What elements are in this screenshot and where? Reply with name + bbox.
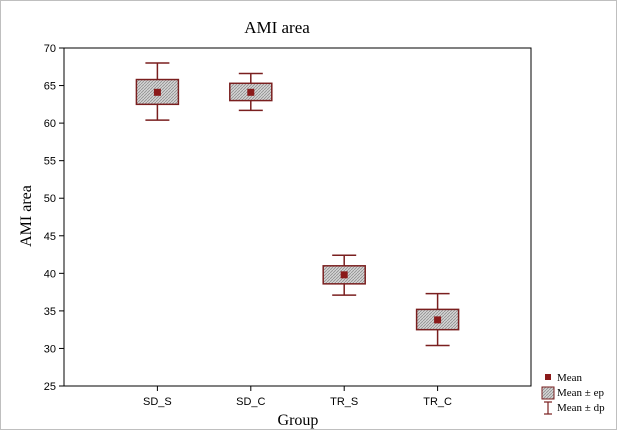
y-axis-label: AMI area bbox=[18, 185, 35, 247]
legend-ep-label: Mean ± ep bbox=[557, 387, 604, 399]
box-sd-s bbox=[135, 62, 180, 121]
box-tr-c bbox=[415, 292, 460, 347]
y-axis-ticks: 25 30 35 40 45 50 55 60 65 70 bbox=[44, 43, 64, 393]
y-tick-label: 30 bbox=[44, 343, 56, 355]
mean-marker bbox=[247, 88, 255, 96]
mean-marker bbox=[434, 316, 442, 324]
legend-dp-label: Mean ± dp bbox=[557, 402, 605, 414]
y-tick-label: 70 bbox=[44, 43, 56, 55]
box-tr-s bbox=[322, 254, 366, 296]
legend-mean-marker bbox=[545, 374, 551, 380]
y-tick-label: 25 bbox=[44, 381, 56, 393]
box-series bbox=[135, 62, 460, 347]
box-sd-c bbox=[229, 72, 273, 112]
legend: Mean Mean ± ep Mean ± dp bbox=[541, 372, 605, 415]
chart-title: AMI area bbox=[244, 18, 310, 37]
x-tick-label: TR_C bbox=[423, 396, 452, 408]
y-tick-label: 35 bbox=[44, 306, 56, 318]
y-tick-label: 45 bbox=[44, 231, 56, 243]
mean-marker bbox=[153, 88, 161, 96]
y-tick-label: 65 bbox=[44, 81, 56, 93]
legend-ep-marker bbox=[541, 386, 555, 400]
y-tick-label: 50 bbox=[44, 193, 56, 205]
x-tick-label: TR_S bbox=[330, 396, 358, 408]
plot-area bbox=[63, 47, 532, 387]
x-tick-label: SD_C bbox=[236, 396, 265, 408]
x-axis-ticks: SD_S SD_C TR_S TR_C bbox=[143, 386, 452, 408]
legend-dp-marker bbox=[544, 401, 552, 415]
x-axis-label: Group bbox=[278, 412, 319, 429]
mean-marker bbox=[340, 271, 348, 279]
x-tick-label: SD_S bbox=[143, 396, 172, 408]
y-tick-label: 55 bbox=[44, 156, 56, 168]
y-tick-label: 60 bbox=[44, 118, 56, 130]
legend-mean-label: Mean bbox=[557, 372, 583, 384]
y-tick-label: 40 bbox=[44, 268, 56, 280]
